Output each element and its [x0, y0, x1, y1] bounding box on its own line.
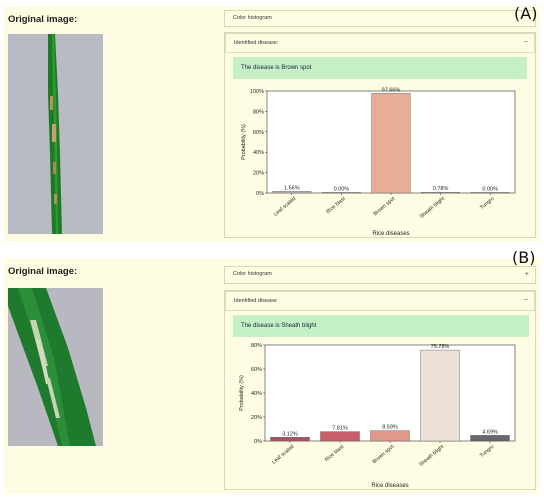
original-leaf-image [8, 34, 103, 234]
identified-disease-accordion: Identified disease − The disease is Shea… [224, 290, 536, 490]
y-tick-label: 20% [253, 171, 264, 177]
panel-b: Original image: Color histogram + Identi… [4, 248, 540, 494]
y-tick-label: 20% [251, 415, 262, 421]
bar [470, 192, 510, 194]
x-tick-label: Leaf scaled [273, 196, 297, 218]
y-tick-label: 40% [251, 391, 262, 397]
y-tick-label: 60% [253, 130, 264, 136]
bar-value-label: 4.69% [482, 429, 498, 435]
bar-value-label: 75.78% [431, 344, 450, 350]
collapse-icon[interactable]: − [523, 297, 528, 304]
color-histogram-label: Color histogram [233, 271, 272, 277]
x-tick-label: Tungro [479, 196, 495, 211]
identified-disease-header[interactable]: Identified disease − [225, 291, 535, 311]
y-tick-label: 40% [253, 150, 264, 156]
color-histogram-header[interactable]: Color histogram [225, 11, 535, 26]
identified-disease-header[interactable]: Identified disease: − [225, 33, 535, 53]
collapse-icon[interactable]: − [523, 39, 528, 46]
probability-chart-b: 0% 20% 40% 60% 80% 3.12% Leaf scaled 7.81% Rice … [239, 343, 516, 489]
disease-result: The disease is Sheath blight [233, 315, 529, 337]
y-axis-label: Probability (%) [239, 375, 245, 411]
original-leaf-image [8, 288, 103, 446]
bar [370, 430, 410, 442]
y-tick-label: 80% [251, 343, 262, 349]
y-tick-label: 0% [254, 439, 262, 445]
bar [320, 431, 360, 442]
x-tick-label: Sheath blight [418, 444, 445, 468]
bar [272, 191, 312, 194]
original-image-title: Original image: [8, 266, 78, 277]
panel-a: Original image: Color histogram Identifi… [4, 4, 540, 242]
bar [270, 437, 310, 442]
original-image-title: Original image: [8, 14, 78, 25]
color-histogram-accordion[interactable]: Color histogram + [224, 266, 536, 284]
color-histogram-accordion[interactable]: Color histogram [224, 10, 536, 27]
x-tick-label: Sheath blight [419, 196, 446, 220]
bar-value-label: 3.12% [282, 431, 298, 437]
panel-label-a: (A) [514, 4, 538, 23]
y-tick-label: 80% [253, 109, 264, 115]
bar [321, 192, 361, 194]
y-tick-label: 0% [256, 191, 264, 197]
y-tick-label: 60% [251, 367, 262, 373]
y-tick-label: 100% [250, 89, 264, 95]
bar [421, 192, 461, 194]
bar [420, 349, 460, 442]
x-tick-label: Brown spot [373, 196, 397, 218]
x-tick-label: Brown spot [372, 444, 396, 466]
identified-disease-label: Identified disease: [234, 40, 279, 46]
x-tick-label: Rice blast [324, 444, 346, 464]
identified-disease-label: Identified disease [234, 298, 277, 304]
identified-disease-accordion: Identified disease: − The disease is Bro… [224, 32, 536, 238]
probability-chart-a: 0% 20% 40% 60% 80% 100% 1.56% Leaf scaled 0.00% R… [241, 87, 516, 237]
expand-icon[interactable]: + [524, 271, 529, 278]
y-axis-label: Probability (%) [241, 124, 247, 160]
bar-value-label: 1.56% [284, 185, 300, 191]
bar-value-label: 8.59% [382, 425, 398, 431]
disease-result: The disease is Brown spot [233, 57, 527, 79]
x-axis-label: Rice diseases [372, 231, 409, 237]
bar-value-label: 7.81% [332, 426, 348, 432]
x-axis-label: Rice diseases [371, 483, 408, 489]
bar-value-label: 0.00% [482, 186, 498, 192]
x-tick-label: Leaf scaled [271, 444, 295, 466]
panel-label-b: (B) [512, 248, 536, 267]
bar-value-label: 0.78% [433, 186, 449, 192]
bar-value-label: 0.00% [334, 186, 350, 192]
bar-value-label: 97.66% [382, 87, 401, 93]
color-histogram-header[interactable]: Color histogram + [225, 267, 535, 283]
bar [371, 93, 411, 194]
x-tick-label: Tungro [479, 444, 495, 459]
bar [470, 435, 510, 442]
x-tick-label: Rice blast [325, 196, 347, 216]
